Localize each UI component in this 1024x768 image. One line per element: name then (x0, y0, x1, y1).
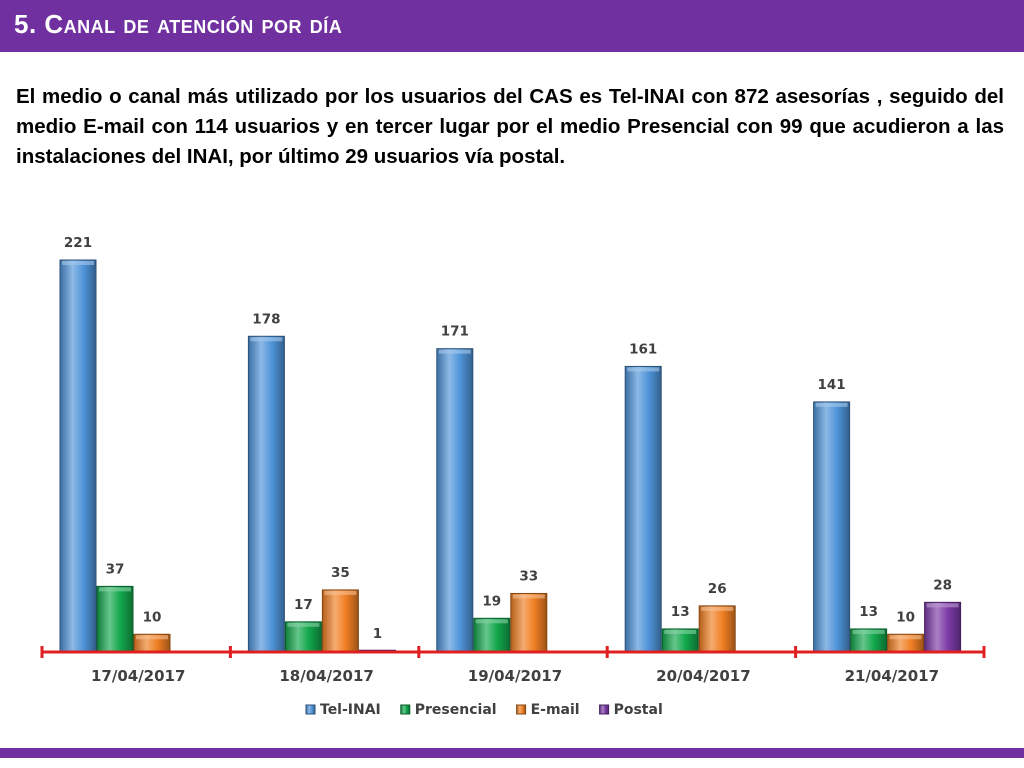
category-label: 19/04/2017 (468, 667, 562, 685)
data-label: 10 (896, 609, 915, 625)
data-label: 178 (252, 311, 280, 327)
legend-swatch (599, 704, 610, 715)
data-label: 161 (629, 341, 657, 357)
title-bar: 5. Canal de atención por día (0, 0, 1024, 52)
bar-bevel (815, 402, 848, 407)
data-label: 221 (64, 235, 92, 251)
data-label: 28 (933, 577, 952, 593)
bar-tel-inai-5 (813, 401, 851, 653)
category-label: 21/04/2017 (845, 667, 939, 685)
category-label: 18/04/2017 (279, 667, 373, 685)
bar-bevel (438, 349, 471, 354)
bar-bevel (324, 590, 357, 595)
legend-label: E-mail (531, 702, 580, 718)
data-labels-group: 221 37 10 178 17 35 1 171 19 33 161 13 26 141 13 10 28 (64, 235, 952, 642)
category-labels-group: 17/04/2017 18/04/2017 19/04/2017 20/04/2017… (91, 667, 939, 685)
bar-e-mail-2 (321, 589, 359, 653)
legend-label: Presencial (415, 702, 497, 718)
legend-label: Postal (614, 702, 663, 718)
bar-chart: 221 37 10 178 17 35 1 171 19 33 161 13 26 141 13 10 28 1… (40, 235, 986, 718)
data-label: 13 (671, 604, 690, 620)
bar-bevel (701, 606, 734, 611)
slide-body-text: El medio o canal más utilizado por los u… (16, 85, 1004, 168)
data-label: 141 (818, 377, 846, 393)
x-axis (40, 646, 986, 658)
bar-bevel (250, 337, 283, 342)
data-label: 19 (482, 593, 501, 609)
bar-bevel (664, 629, 697, 634)
legend: Tel-INAI Presencial E-mail Postal (305, 702, 663, 718)
legend-label: Tel-INAI (320, 702, 381, 718)
legend-swatch (305, 704, 316, 715)
bar-tel-inai-4 (624, 365, 662, 653)
data-label: 17 (294, 597, 313, 613)
bars-group (59, 259, 962, 653)
bar-bevel (62, 261, 94, 265)
bar-e-mail-3 (510, 592, 548, 653)
data-label: 1 (373, 626, 382, 642)
bar-postal-5 (924, 601, 962, 653)
bar-bevel (627, 367, 660, 372)
bar-bevel (512, 594, 545, 599)
bottom-bar (0, 748, 1024, 758)
bar-bevel (136, 635, 168, 640)
bar-bevel (889, 635, 922, 640)
bar-tel-inai-3 (436, 348, 474, 653)
bar-e-mail-4 (698, 605, 736, 653)
data-label: 37 (106, 561, 125, 577)
data-label: 10 (143, 609, 162, 625)
bar-presencial-2 (284, 621, 322, 653)
bar-bevel (926, 603, 959, 608)
data-label: 35 (331, 565, 350, 581)
bar-presencial-1 (96, 585, 134, 653)
data-label: 33 (519, 568, 538, 584)
data-label: 171 (441, 324, 469, 340)
bar-tel-inai-1 (59, 259, 97, 653)
bar-bevel (99, 587, 131, 592)
bar-tel-inai-2 (247, 335, 285, 653)
data-label: 13 (859, 604, 878, 620)
slide-title: 5. Canal de atención por día (14, 9, 343, 39)
bar-bevel (852, 629, 885, 634)
data-label: 26 (708, 581, 727, 597)
legend-swatch (516, 704, 527, 715)
bar-bevel (475, 619, 508, 624)
category-label: 17/04/2017 (91, 667, 185, 685)
bar-bevel (287, 622, 320, 627)
legend-swatch (400, 704, 411, 715)
category-label: 20/04/2017 (656, 667, 750, 685)
bar-presencial-3 (473, 617, 511, 653)
